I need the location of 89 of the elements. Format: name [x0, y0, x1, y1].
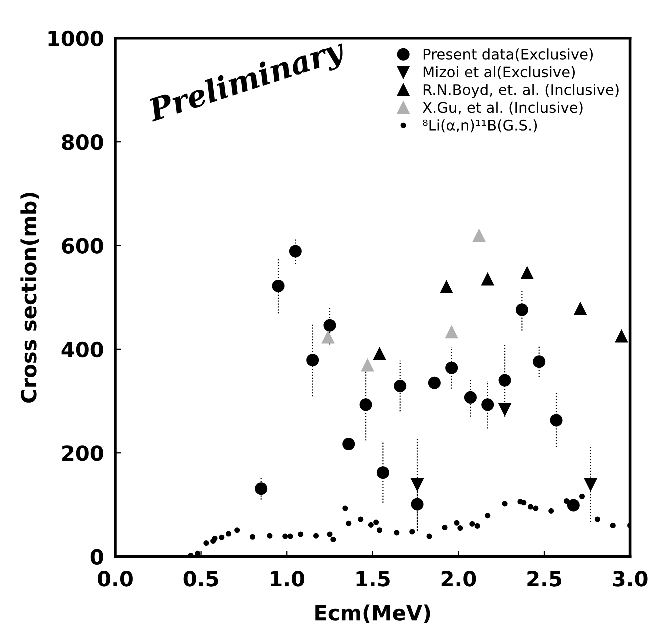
point	[362, 359, 374, 372]
point	[564, 498, 570, 504]
y-axis-title: Cross section(mb)	[20, 193, 40, 403]
point	[498, 403, 512, 416]
x-tick-label: 1.0	[271, 571, 305, 587]
point	[473, 230, 486, 242]
point	[358, 516, 364, 522]
point	[322, 331, 335, 344]
point	[528, 504, 534, 510]
point	[579, 494, 586, 500]
point	[346, 520, 352, 526]
point	[374, 348, 386, 360]
point	[482, 398, 494, 412]
point	[533, 356, 546, 368]
point	[298, 532, 304, 538]
point	[289, 245, 302, 258]
point	[426, 534, 432, 540]
point	[411, 498, 424, 511]
point	[502, 501, 508, 507]
point	[282, 534, 288, 540]
y-tick-label: 800	[62, 134, 104, 150]
point	[212, 536, 218, 542]
point	[267, 533, 273, 539]
point	[368, 522, 374, 528]
point	[464, 391, 477, 404]
point	[330, 536, 336, 542]
point	[548, 508, 554, 514]
point	[411, 478, 424, 491]
point	[440, 280, 453, 294]
x-tick-label: 3.0	[613, 571, 648, 587]
legend-label: ⁸Li(α,n)¹¹B(G.S.)	[423, 120, 538, 133]
x-tick-label: 0.0	[98, 571, 133, 587]
point	[482, 273, 494, 286]
point	[516, 304, 528, 316]
legend-label: R.N.Boyd, et. al. (Inclusive)	[424, 84, 619, 98]
point	[226, 531, 232, 537]
point	[442, 524, 448, 531]
x-tick-label: 2.5	[528, 571, 562, 587]
point	[521, 500, 527, 506]
point	[485, 513, 491, 519]
point	[454, 520, 460, 526]
y-tick-label: 200	[62, 446, 104, 462]
point	[458, 526, 464, 532]
point	[288, 534, 294, 540]
point	[498, 374, 512, 387]
legend-label: X.Gu, et al. (Inclusive)	[422, 102, 583, 115]
y-tick-label: 600	[62, 238, 104, 254]
point	[376, 466, 390, 480]
point	[428, 376, 441, 390]
point	[615, 330, 628, 343]
point	[594, 516, 600, 522]
point	[255, 482, 268, 496]
y-tick-label: 0	[90, 549, 104, 566]
point	[474, 523, 480, 529]
point	[446, 326, 458, 339]
point	[342, 438, 356, 451]
legend-label: Present data(Exclusive)	[424, 48, 593, 62]
legend-label: Mizoi et al(Exclusive)	[424, 66, 576, 80]
x-tick-label: 1.5	[356, 571, 390, 587]
point	[584, 478, 598, 491]
point	[610, 522, 616, 528]
point	[567, 499, 580, 512]
point	[306, 354, 320, 367]
x-tick-label: 0.5	[184, 571, 218, 587]
point	[446, 362, 458, 374]
y-tick-label: 1000	[48, 30, 104, 47]
point	[219, 534, 225, 540]
point	[324, 319, 336, 332]
point	[374, 520, 380, 526]
point	[574, 302, 587, 316]
point	[234, 528, 240, 534]
point	[342, 506, 348, 512]
point	[360, 398, 372, 412]
x-axis-title: Ecm(MeV)	[316, 604, 430, 624]
point	[521, 266, 534, 280]
point	[470, 521, 476, 527]
y-tick-label: 400	[62, 342, 104, 358]
point	[204, 540, 210, 546]
point	[394, 380, 407, 392]
point	[250, 534, 256, 540]
point	[410, 529, 416, 535]
point	[313, 533, 320, 539]
x-tick-label: 2.0	[442, 571, 476, 587]
point	[376, 528, 383, 534]
point	[272, 280, 285, 292]
point	[327, 532, 333, 538]
point	[533, 506, 539, 512]
point	[394, 530, 400, 536]
point	[550, 414, 563, 427]
